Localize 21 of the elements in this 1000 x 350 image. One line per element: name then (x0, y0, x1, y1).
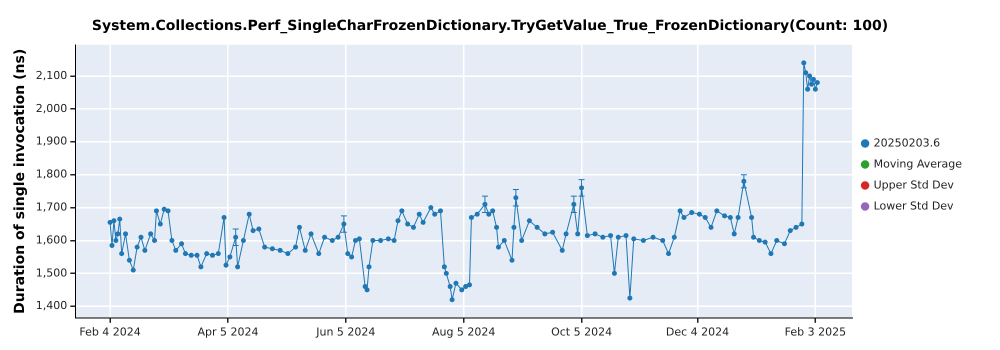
y-tick-label: 1,700 (36, 200, 68, 214)
y-tick-label: 2,100 (36, 68, 68, 82)
y-tick-label: 1,500 (36, 266, 68, 280)
x-tick-label: Apr 5 2024 (197, 325, 258, 338)
x-tick-label: Oct 5 2024 (551, 325, 612, 338)
y-tick-label: 1,600 (36, 233, 68, 246)
y-axis-title: Duration of single invocation (ns) (12, 48, 28, 314)
x-tick-label: Dec 4 2024 (666, 325, 730, 338)
x-tick-label: Jun 5 2024 (315, 325, 376, 338)
x-tick-label: Aug 5 2024 (432, 325, 496, 338)
y-tick-label: 1,400 (36, 299, 68, 312)
y-tick-label: 1,900 (36, 134, 68, 148)
y-tick-label: 2,000 (36, 102, 68, 115)
legend-label: 20250203.6 (874, 136, 940, 150)
legend-label: Upper Std Dev (874, 178, 954, 192)
legend-label: Lower Std Dev (874, 199, 954, 212)
x-tick-label: Feb 4 2024 (79, 325, 141, 338)
x-tick-label: Feb 3 2025 (784, 325, 846, 338)
chart-title: System.Collections.Perf_SingleCharFrozenDictionary.TryGetValue_True_FrozenDictionary(Count: 100) (92, 18, 888, 34)
y-tick-label: 1,800 (36, 168, 68, 181)
legend-label: Moving Average (874, 157, 962, 170)
